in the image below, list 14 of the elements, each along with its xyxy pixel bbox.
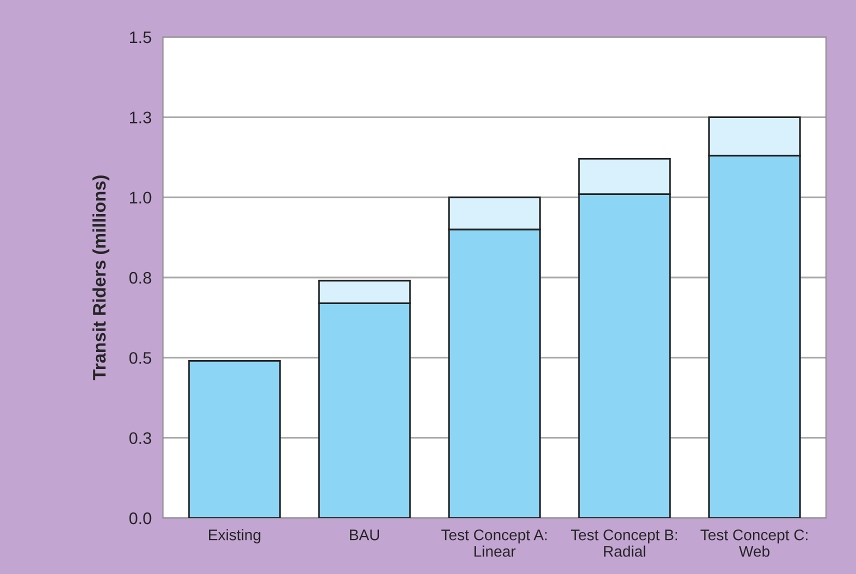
y-tick-label: 0.5	[129, 352, 152, 364]
x-tick-label: Test Concept A: Linear	[441, 530, 547, 557]
bar	[188, 360, 281, 518]
y-tick-label: 0.0	[129, 512, 152, 524]
x-tick-label: Existing	[209, 529, 260, 544]
y-tick-label: 1.0	[130, 192, 152, 204]
y-tick-label: 0.8	[129, 272, 152, 284]
x-tick-label: Test Concept B: Radial	[570, 530, 678, 557]
y-tick-label: 1.3	[130, 112, 152, 124]
x-tick-label: BAU	[350, 530, 380, 540]
y-tick-label: 1.5	[130, 32, 152, 44]
y-axis-title: Transit Riders (millions)	[92, 176, 110, 380]
x-tick-label: Test Concept C: Web	[700, 530, 808, 557]
y-tick-label: 0.3	[129, 432, 152, 444]
